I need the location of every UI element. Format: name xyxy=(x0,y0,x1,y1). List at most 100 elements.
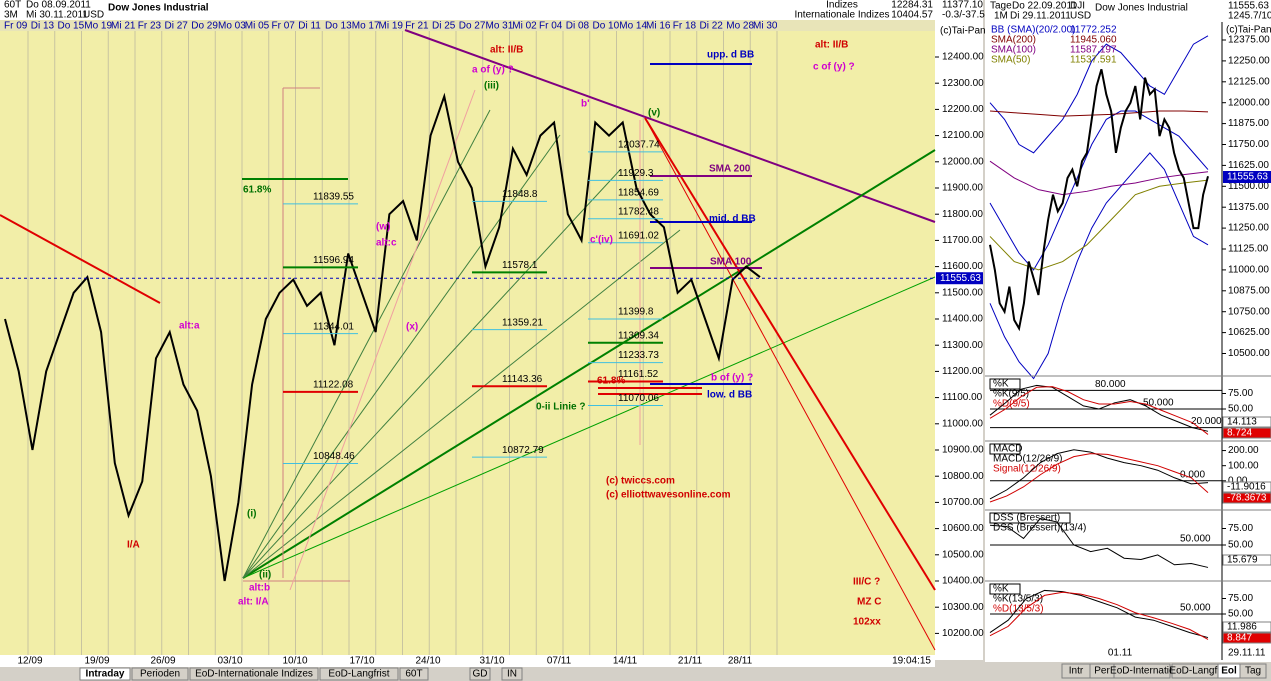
y-tick-label: 11750.00 xyxy=(1228,139,1269,150)
annotation: I/A xyxy=(127,540,140,551)
level-label: 50.000 xyxy=(1143,398,1174,409)
y-tick-label: 11600.00 xyxy=(942,261,983,272)
y-tick-label: 10900.00 xyxy=(942,445,984,456)
date-to: Di 29.11.2011 xyxy=(1010,11,1071,22)
annotation: alt:b xyxy=(249,583,270,594)
low: 10404.57 xyxy=(891,10,933,21)
sma100-line xyxy=(989,160,1209,196)
tab[interactable] xyxy=(399,667,429,681)
fib-label: 11233.73 xyxy=(618,350,659,361)
y-tick-label: 12250.00 xyxy=(1228,56,1270,67)
fib-label: 11344.01 xyxy=(313,321,354,332)
tab[interactable] xyxy=(1239,663,1267,679)
annotation: low. d BB xyxy=(707,390,752,401)
annotation: a of (y) ? xyxy=(472,65,514,76)
trend-line xyxy=(242,134,561,579)
x-tick-label: 28/11 xyxy=(728,656,753,667)
tab[interactable] xyxy=(469,667,491,681)
tab[interactable] xyxy=(501,667,523,681)
y-tick-label: 11300.00 xyxy=(942,340,983,351)
annotation: c of (y) ? xyxy=(813,62,855,73)
last-value-box xyxy=(1222,554,1271,566)
annotation: SMA 200 xyxy=(709,164,751,175)
x-tick-label: 12/09 xyxy=(17,656,42,667)
date-label: Do 10 xyxy=(593,21,620,32)
annotation: (c) twiccs.com xyxy=(606,476,675,487)
date-label: Di 22 xyxy=(700,21,724,32)
y-tick-label: 11000.00 xyxy=(942,418,983,429)
date-label: Di 08 xyxy=(566,21,590,32)
trend-line xyxy=(242,109,491,579)
subgroup: Internationale Indizes xyxy=(794,10,889,21)
date-label: Fr 23 xyxy=(138,21,162,32)
annotation: 61.8% xyxy=(243,185,271,196)
y-tick-label: 10750.00 xyxy=(1228,306,1270,317)
last-value-box xyxy=(1222,481,1271,493)
y-tick-label: 11250.00 xyxy=(1228,223,1269,234)
y-axis-area xyxy=(935,20,983,660)
bb-lower-line xyxy=(989,152,1209,380)
y-tick-label: 12000.00 xyxy=(942,156,984,167)
level-label: 50.000 xyxy=(1180,534,1211,545)
y-tick-label: 10500.00 xyxy=(942,549,984,560)
indicator-line xyxy=(989,518,1209,568)
last-value-box xyxy=(1222,416,1271,428)
fib-label: 11309.34 xyxy=(618,330,659,341)
y-tick-label: 100.00 xyxy=(1228,460,1259,471)
trend-line xyxy=(242,149,936,579)
change: 1245.7/10.8% xyxy=(1228,11,1271,22)
tab[interactable] xyxy=(131,667,189,681)
tab-label: Eol xyxy=(1221,666,1237,677)
annotation: b' xyxy=(581,99,590,110)
legend-label: SMA(50) xyxy=(991,55,1030,66)
tab[interactable] xyxy=(79,667,131,681)
annotation: (iii) xyxy=(484,81,499,92)
tab[interactable] xyxy=(1113,663,1171,679)
axis-title: (c)Tai-Pan xyxy=(940,26,986,37)
fib-label: 11143.36 xyxy=(502,374,543,385)
last-value: -11.9016 xyxy=(1227,482,1266,493)
axis-title: (c)Tai-Pan xyxy=(1226,25,1271,36)
tab-label: EoD-Langfr xyxy=(1169,666,1221,677)
annotation: 102xx xyxy=(853,617,881,628)
bb-upper-line xyxy=(989,35,1209,154)
line-label: DSS (Bressert)(13/4) xyxy=(993,523,1086,534)
currency: USD xyxy=(1070,11,1091,22)
x-tick-label: 24/10 xyxy=(415,656,440,667)
tab[interactable] xyxy=(319,667,399,681)
y-tick-label: 11125.00 xyxy=(1228,244,1269,255)
annotation: alt: II/B xyxy=(815,40,848,51)
tab-label: Perioden xyxy=(140,669,180,680)
last-value: -78.3673 xyxy=(1227,493,1267,504)
tab-label: EoD-Langfrist xyxy=(328,669,389,680)
date-label: Mi 21 xyxy=(111,21,136,32)
legend-value: 11772.252 xyxy=(1070,25,1117,36)
fib-label: 11929.3 xyxy=(618,168,654,179)
y-tick-label: 50.00 xyxy=(1228,540,1253,551)
y-tick-label: 12400.00 xyxy=(942,52,984,63)
x-tick-label: 19/09 xyxy=(84,656,109,667)
line-label: %K(13/5/3) xyxy=(993,594,1043,605)
last-price-label: 11555.63 xyxy=(940,273,981,284)
range: 1M xyxy=(994,11,1008,22)
price-line xyxy=(4,92,761,582)
y-tick-label: 11100.00 xyxy=(942,392,983,403)
y-tick-label: 11500.00 xyxy=(1228,181,1269,192)
date-label: Di 27 xyxy=(165,21,189,32)
x-tick-label: 31/10 xyxy=(479,656,504,667)
x-tick-label: 26/09 xyxy=(150,656,175,667)
annotation: (x) xyxy=(406,322,418,333)
date-label: Mo 28 xyxy=(726,21,754,32)
trend-line xyxy=(289,89,476,591)
fib-label: 11691.02 xyxy=(618,230,659,241)
date-label: Fr 09 xyxy=(4,21,28,32)
tab[interactable] xyxy=(189,667,319,681)
annotation: 0-ii Linie ? xyxy=(536,402,585,413)
trend-line xyxy=(242,169,621,579)
header-bar xyxy=(0,0,983,20)
annotation: mid. d BB xyxy=(709,214,756,225)
annotation: alt:a xyxy=(179,321,200,332)
annotation: 61.8% xyxy=(597,376,625,387)
